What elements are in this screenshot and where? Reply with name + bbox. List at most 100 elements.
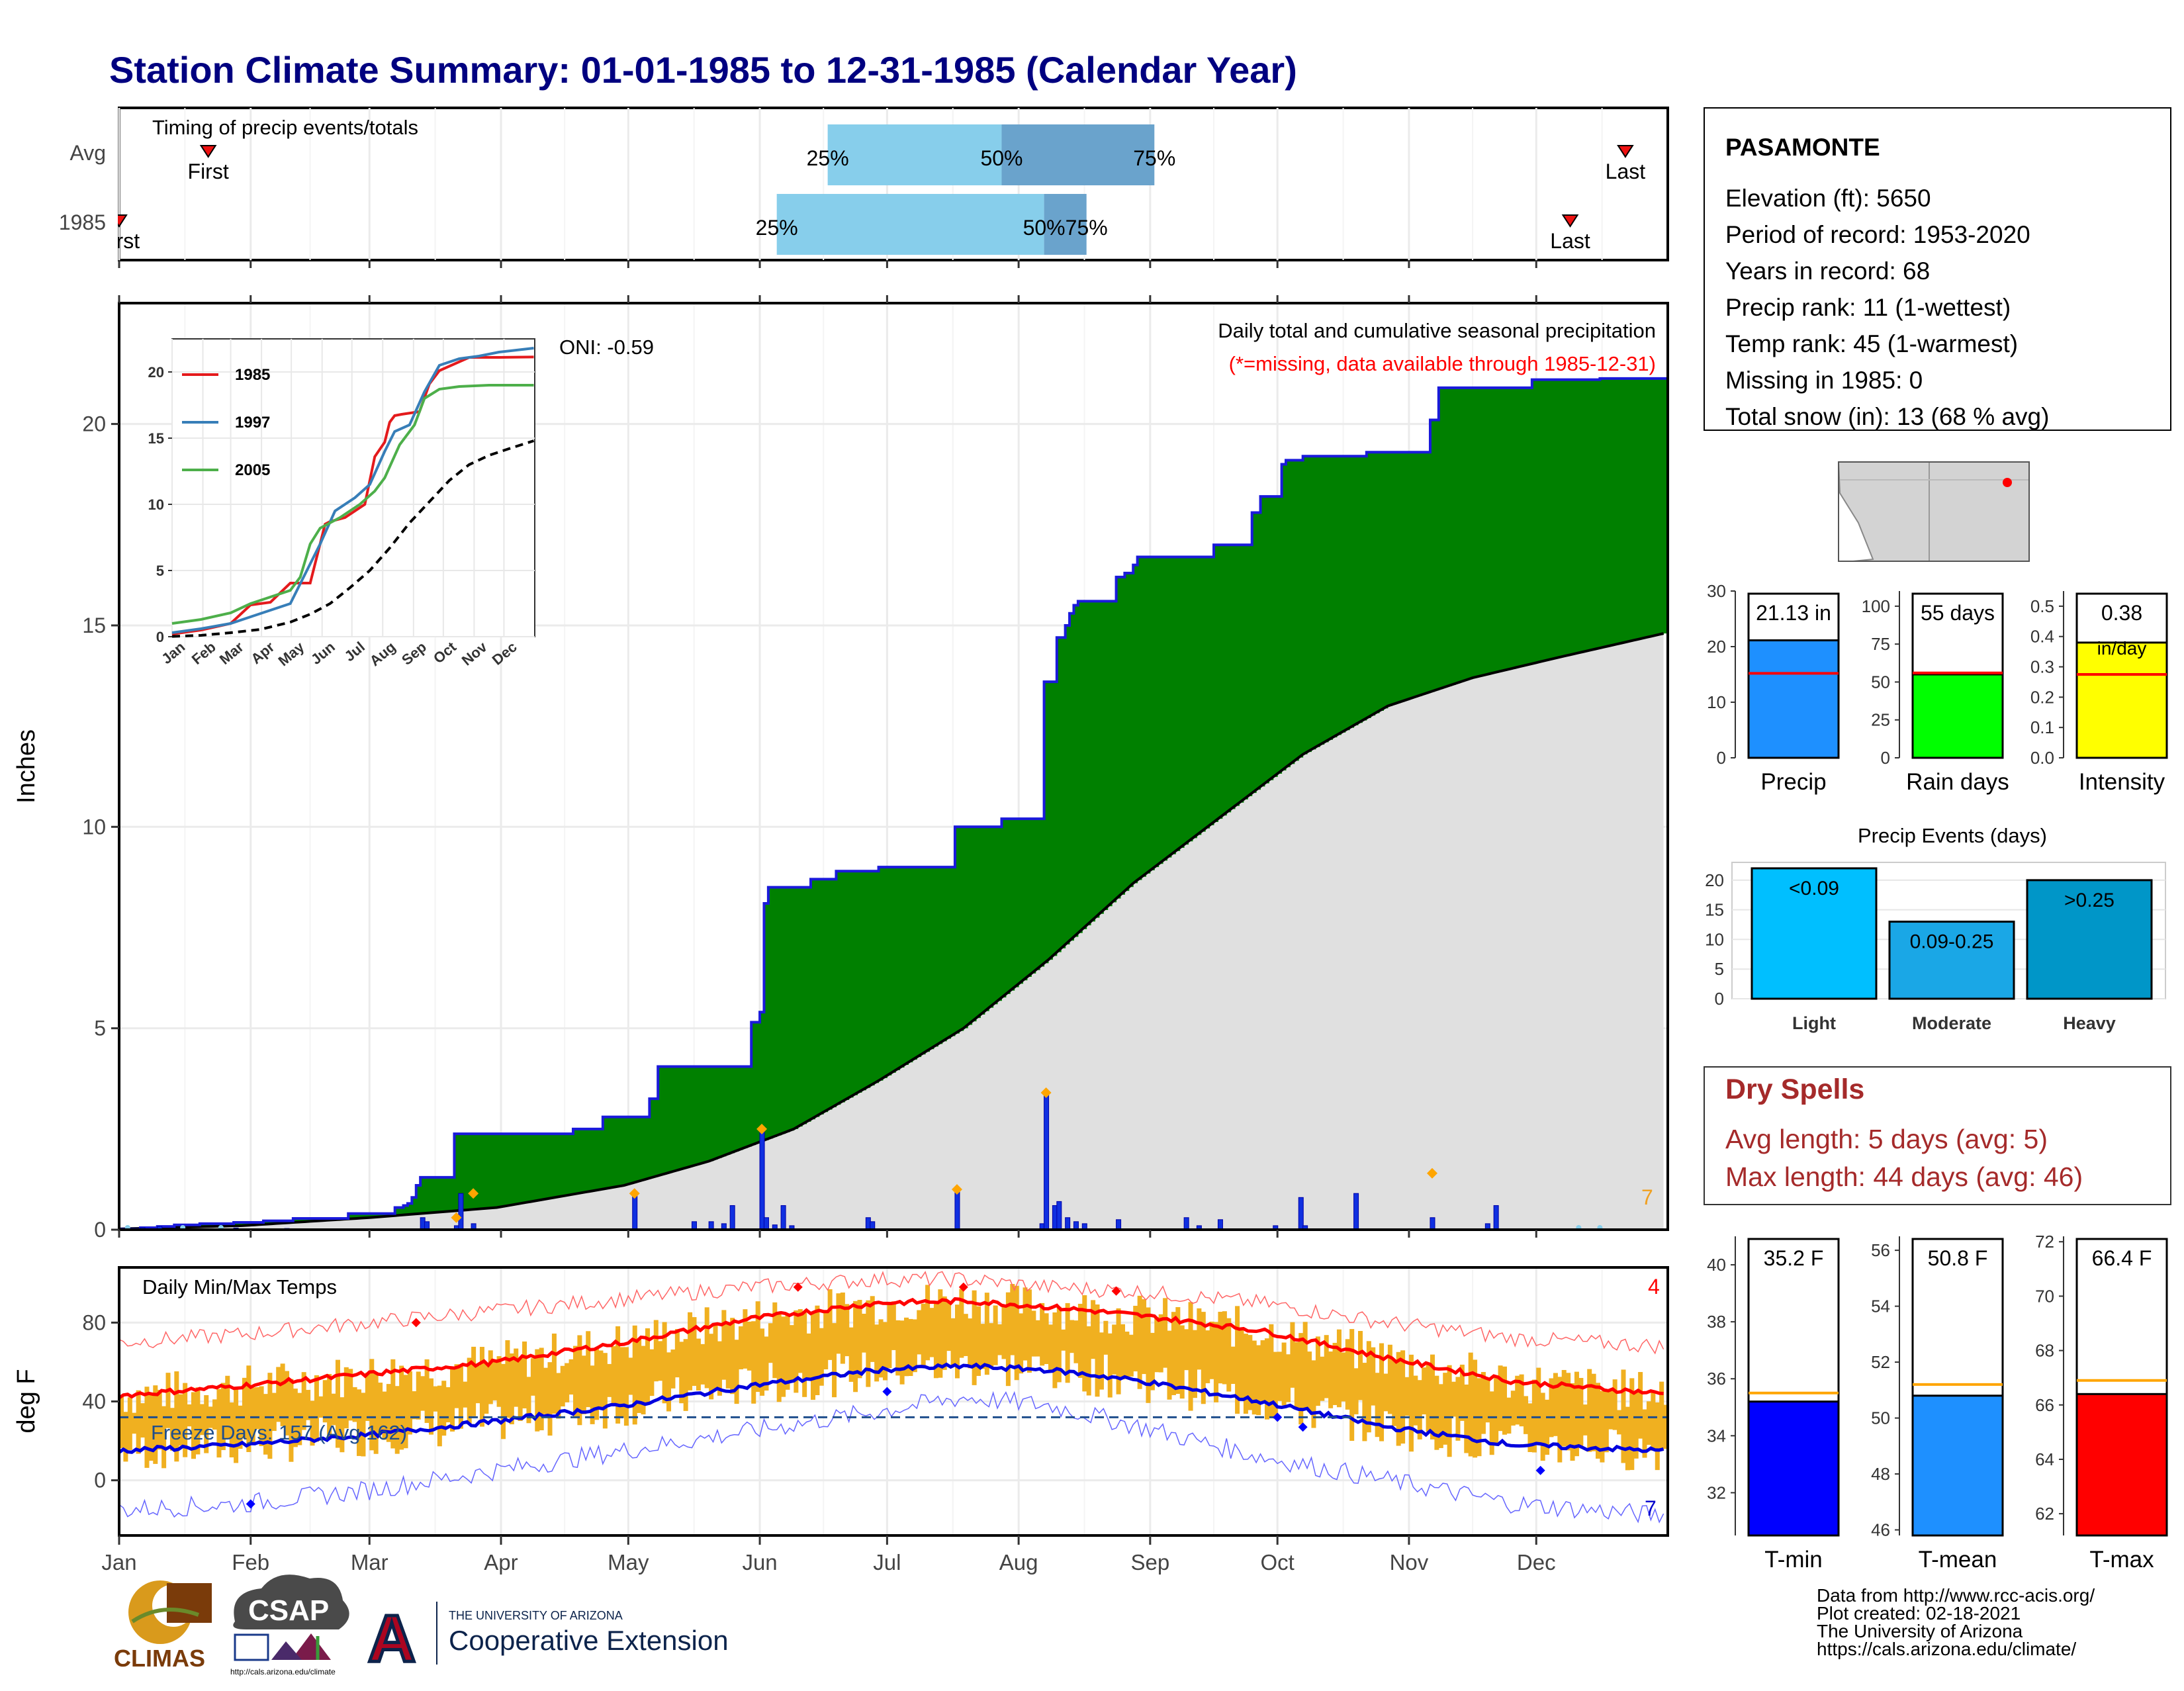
footer-line-created: Plot created: 02-18-2021 bbox=[1817, 1603, 2021, 1623]
record-high-marker bbox=[1111, 1286, 1121, 1296]
daily-temp-bar bbox=[127, 1397, 132, 1450]
rain-days-gauge-tick-label: 75 bbox=[1871, 634, 1890, 654]
daily-temp-bar bbox=[140, 1403, 146, 1438]
daily-temp-bar bbox=[1302, 1322, 1308, 1409]
daily-temp-bar bbox=[1163, 1298, 1168, 1368]
daily-temp-bar bbox=[132, 1412, 137, 1434]
daily-temp-bar bbox=[1184, 1329, 1189, 1371]
daily-temp-bar bbox=[136, 1390, 141, 1454]
daily-temp-bar bbox=[314, 1375, 319, 1442]
daily-temp-bar bbox=[615, 1326, 621, 1424]
precip-gauge-value-label: 21.13 in bbox=[1756, 601, 1831, 625]
tmean-gauge-tick-label: 54 bbox=[1871, 1297, 1890, 1316]
daily-temp-bar bbox=[989, 1323, 994, 1367]
daily-temp-bar bbox=[225, 1375, 230, 1440]
daily-temp-bar bbox=[1659, 1381, 1664, 1451]
daily-temp-bar bbox=[980, 1324, 985, 1369]
daily-temp-bar bbox=[1353, 1368, 1359, 1414]
daily-temp-bar bbox=[1422, 1367, 1427, 1415]
daily-temp-bar bbox=[832, 1323, 837, 1398]
daily-temp-bar bbox=[399, 1365, 404, 1450]
precip-missing-note: (*=missing, data available through 1985-… bbox=[1229, 352, 1656, 375]
precip-ytick-label: 0 bbox=[94, 1218, 106, 1242]
daily-precip-bar bbox=[729, 1205, 735, 1230]
daily-temp-bar bbox=[386, 1384, 391, 1442]
daily-temp-bar bbox=[144, 1387, 150, 1468]
daily-temp-bar bbox=[1179, 1325, 1185, 1399]
tmean-gauge-caption: T-mean bbox=[1919, 1547, 1997, 1573]
events-ytick-label: 20 bbox=[1705, 870, 1724, 890]
record-low-marker bbox=[1273, 1412, 1283, 1422]
daily-temp-bar bbox=[1485, 1379, 1490, 1423]
daily-temp-bar bbox=[683, 1339, 688, 1411]
daily-temp-bar bbox=[229, 1402, 234, 1458]
daily-temp-bar bbox=[1107, 1333, 1113, 1398]
events-ytick-label: 10 bbox=[1705, 929, 1724, 949]
tmax-gauge-tick-label: 68 bbox=[2035, 1341, 2054, 1361]
daily-temp-bar bbox=[917, 1310, 922, 1355]
daily-temp-bar bbox=[1417, 1380, 1422, 1440]
daily-temp-bar bbox=[161, 1406, 167, 1469]
daily-temp-bar bbox=[968, 1318, 973, 1369]
inset-ytick-label: 0 bbox=[156, 629, 164, 645]
daily-temp-bar bbox=[794, 1310, 799, 1393]
events-ytick-label: 15 bbox=[1705, 900, 1724, 920]
daily-temp-bar bbox=[819, 1328, 824, 1386]
daily-temp-bar bbox=[1625, 1406, 1630, 1471]
daily-temp-bar bbox=[1158, 1314, 1163, 1373]
daily-temp-bar bbox=[1286, 1354, 1291, 1402]
events-ytick-label: 0 bbox=[1715, 989, 1724, 1009]
daily-temp-bar bbox=[653, 1320, 659, 1382]
precip-event-marker bbox=[756, 1123, 768, 1134]
timing-p50-label: 50% bbox=[1023, 216, 1066, 240]
tmin-gauge-tick-label: 32 bbox=[1707, 1483, 1726, 1502]
daily-temp-bar bbox=[1197, 1308, 1202, 1370]
daily-temp-bar bbox=[1413, 1375, 1418, 1426]
daily-precip-bar bbox=[1493, 1205, 1499, 1230]
daily-temp-bar bbox=[734, 1340, 739, 1404]
daily-temp-bar bbox=[331, 1393, 336, 1426]
precip-events-chart: Precip Events (days) 0 5 10 15 20 <0.09 Light 0… bbox=[1705, 824, 2166, 1033]
daily-temp-bar bbox=[1256, 1345, 1261, 1416]
daily-temp-bar bbox=[938, 1289, 943, 1378]
rain-days-gauge-tick-label: 25 bbox=[1871, 710, 1890, 730]
daily-temp-bar bbox=[709, 1334, 714, 1400]
daily-temp-bar bbox=[1095, 1304, 1100, 1397]
daily-temp-bar bbox=[857, 1300, 862, 1379]
month-tick-label: May bbox=[608, 1550, 649, 1575]
timing-row-label-1985-copy: 1985 bbox=[59, 210, 106, 234]
tmin-gauge-caption: T-min bbox=[1764, 1547, 1823, 1573]
daily-temp-bar bbox=[1243, 1334, 1248, 1414]
avg-min-line bbox=[118, 1362, 1664, 1454]
daily-temp-bar bbox=[1146, 1307, 1151, 1403]
precip-count: 7 bbox=[1641, 1185, 1653, 1209]
tmax-gauge-caption: T-max bbox=[2089, 1547, 2154, 1573]
daily-temp-bar bbox=[628, 1357, 633, 1395]
daily-temp-bar bbox=[1443, 1373, 1448, 1445]
station-info-box: PASAMONTE Elevation (ft): 5650 Period of… bbox=[1704, 107, 2171, 431]
tmax-gauge: 62 64 66 68 70 72 66.4 F T-max bbox=[2035, 1232, 2168, 1573]
month-tick-label: Jul bbox=[873, 1550, 901, 1575]
csap-logo-url: http://cals.arizona.edu/climate bbox=[230, 1667, 336, 1676]
daily-temp-bar bbox=[1498, 1365, 1503, 1432]
daily-temp-bar bbox=[972, 1290, 977, 1385]
daily-temp-bar bbox=[1239, 1329, 1244, 1400]
daily-precip-bar bbox=[954, 1189, 960, 1230]
daily-temp-bar bbox=[1298, 1333, 1304, 1425]
tmax-gauge-tick-label: 62 bbox=[2035, 1504, 2054, 1524]
month-tick-label: Dec bbox=[1517, 1550, 1556, 1575]
daily-temp-bar bbox=[768, 1323, 773, 1363]
daily-temp-bar bbox=[1404, 1377, 1410, 1416]
page-title: Station Climate Summary: 01-01-1985 to 1… bbox=[109, 49, 1297, 91]
inset-legend-label: 1997 bbox=[235, 414, 270, 432]
daily-temp-bar bbox=[1604, 1389, 1609, 1453]
precip-event-marker bbox=[629, 1188, 640, 1199]
daily-temp-bar bbox=[1048, 1324, 1054, 1373]
events-bar-label: >0.25 bbox=[2064, 890, 2115, 911]
daily-temp-bar bbox=[1128, 1334, 1134, 1377]
temps-ytick-label: 0 bbox=[94, 1469, 106, 1492]
daily-temp-bar bbox=[649, 1349, 655, 1396]
daily-temp-bar bbox=[1040, 1303, 1045, 1366]
daily-temp-bar bbox=[704, 1307, 709, 1389]
daily-temp-bar bbox=[1587, 1369, 1592, 1452]
